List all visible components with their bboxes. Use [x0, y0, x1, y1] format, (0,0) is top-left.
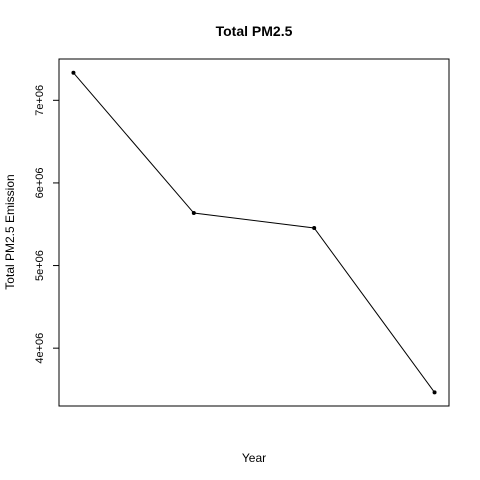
chart-title: Total PM2.5 — [216, 23, 293, 39]
plot-area — [71, 70, 437, 395]
y-tick-label: 7e+06 — [34, 85, 46, 116]
x-axis-label: Year — [242, 451, 266, 465]
data-point — [71, 70, 76, 75]
y-tick-label: 4e+06 — [34, 333, 46, 364]
y-tick-label: 5e+06 — [34, 250, 46, 281]
y-tick-label: 6e+06 — [34, 167, 46, 198]
y-axis: 4e+06 5e+06 6e+06 7e+06 — [34, 85, 59, 364]
y-axis-label: Total PM2.5 Emission — [3, 174, 17, 289]
series-line — [73, 72, 435, 393]
data-point — [432, 390, 437, 395]
data-point — [312, 225, 317, 230]
plot-frame — [58, 58, 450, 407]
data-point — [191, 211, 196, 216]
